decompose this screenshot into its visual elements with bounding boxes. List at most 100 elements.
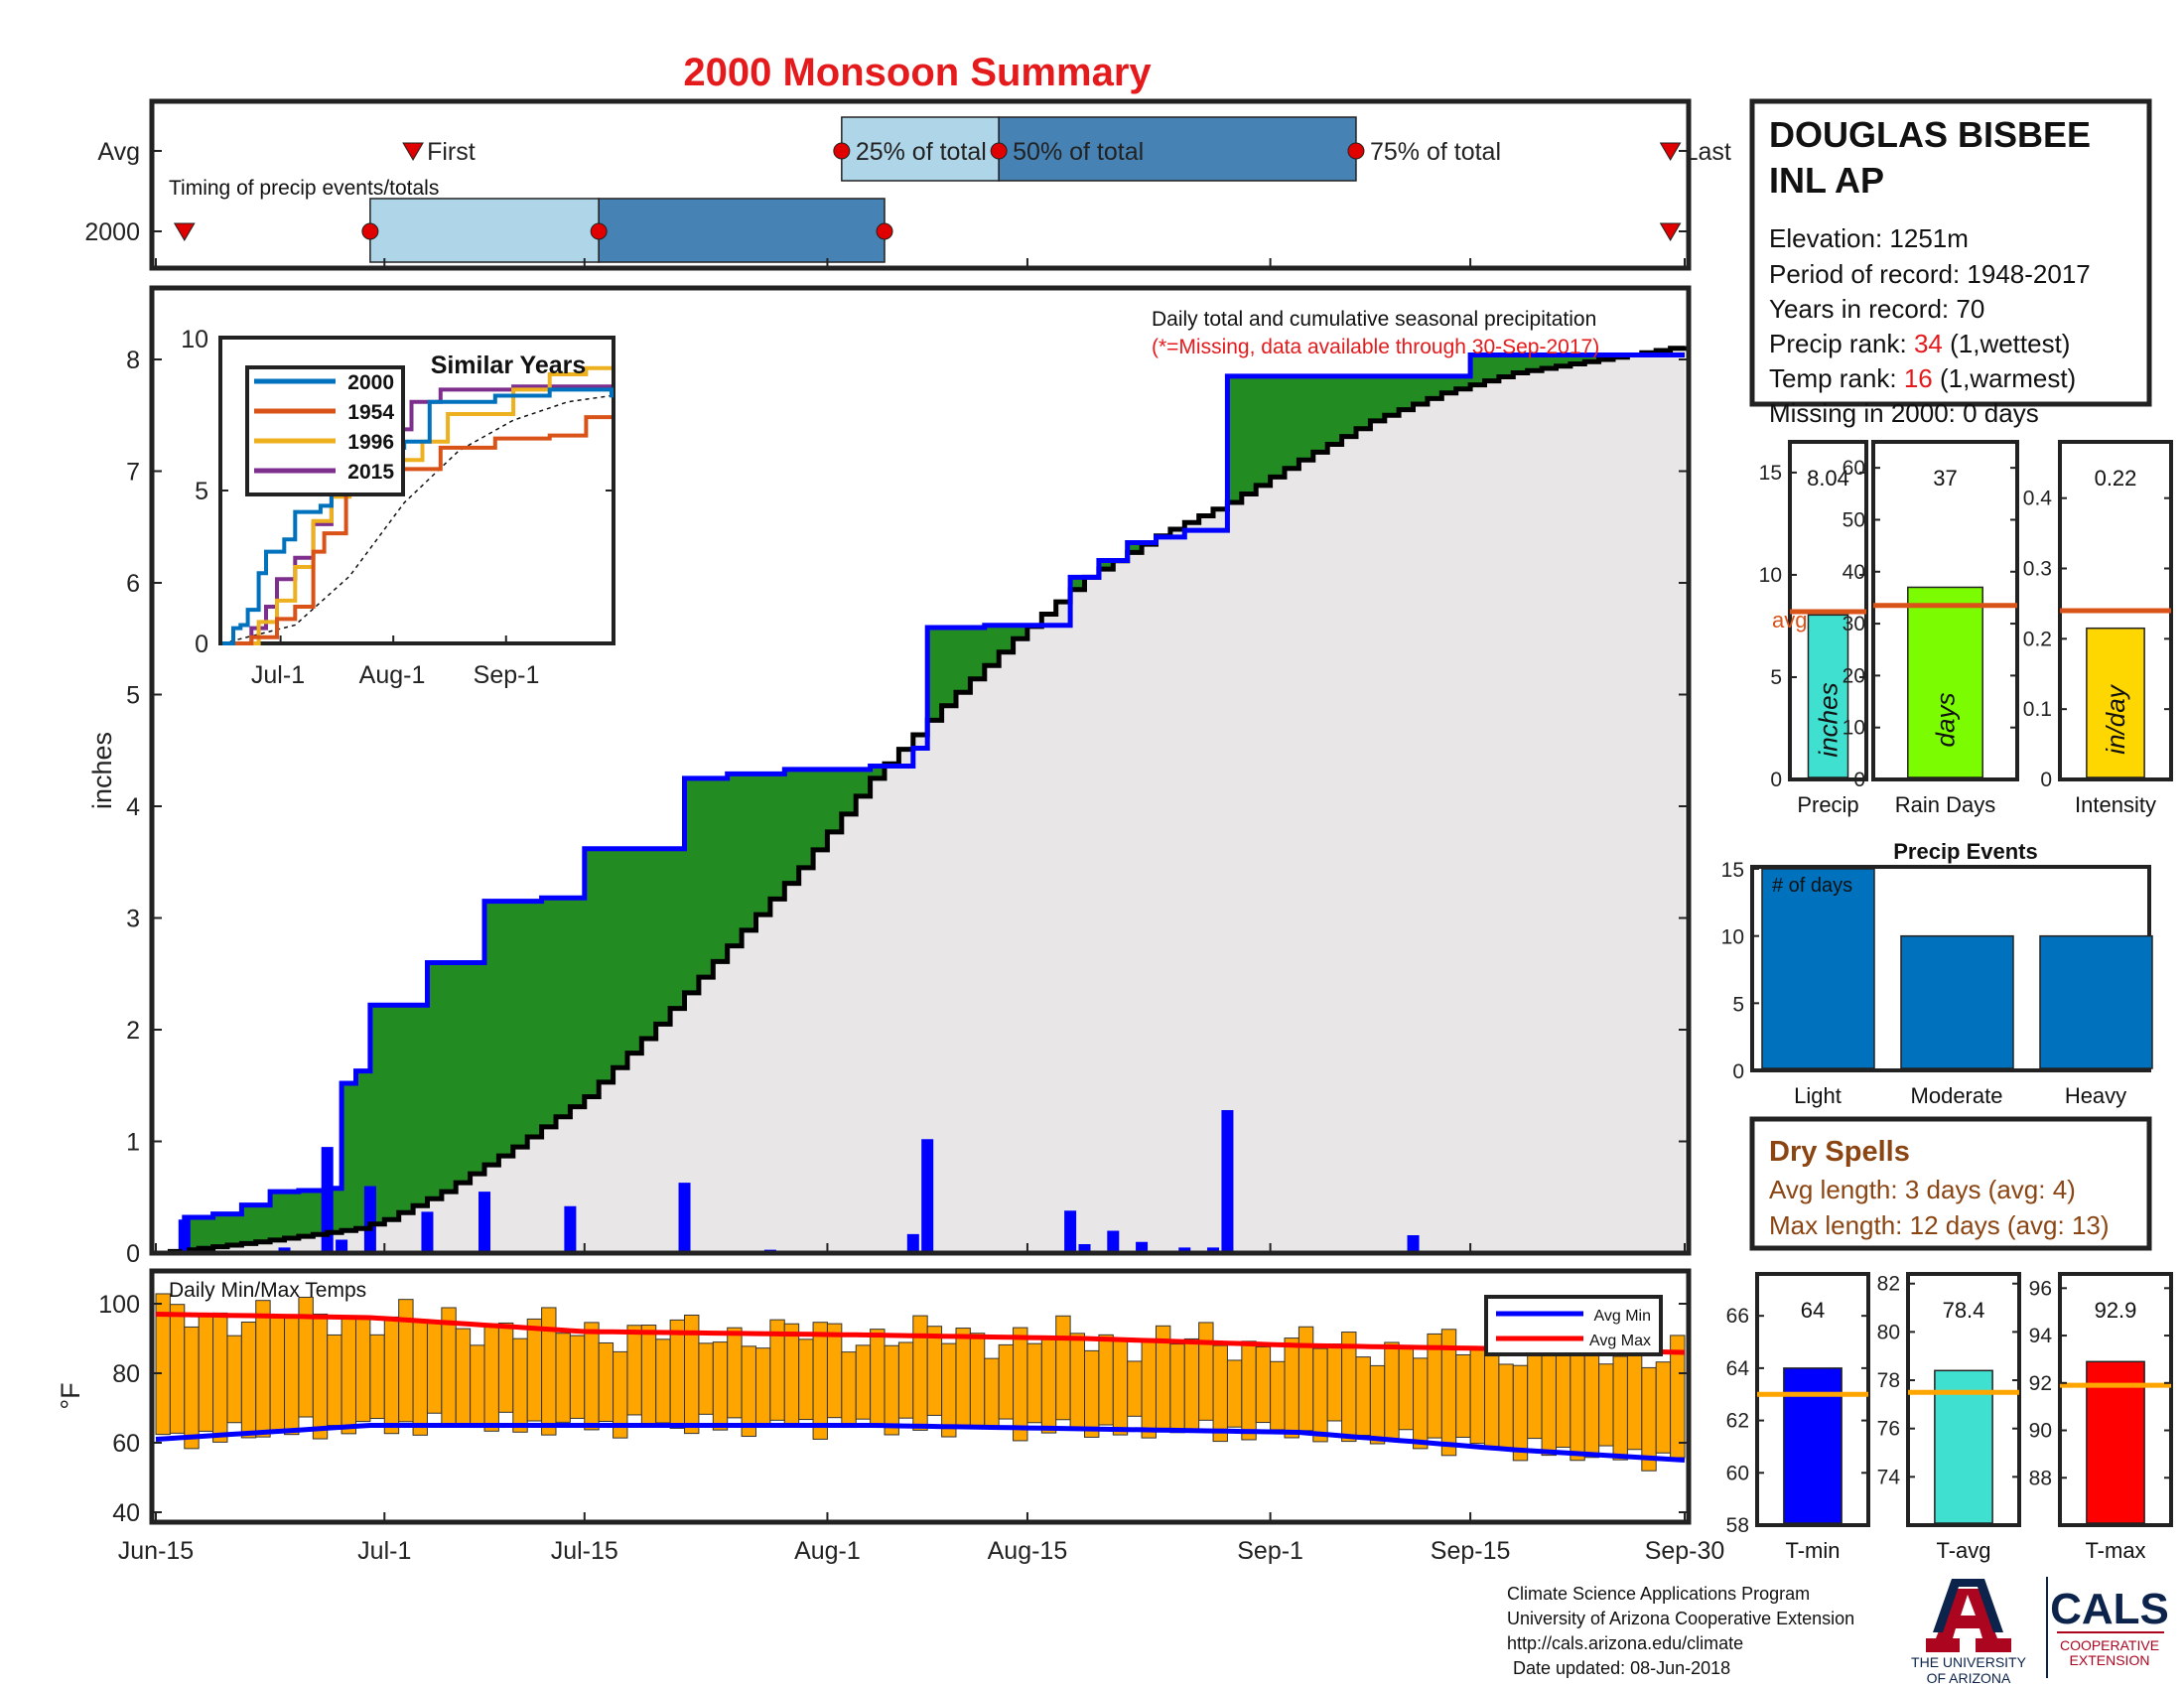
daily-temp-range-bar: [1355, 1356, 1371, 1437]
daily-precip-bar: [478, 1192, 491, 1253]
daily-temp-range-bar: [1141, 1340, 1157, 1439]
timing-first-last-marker: [1659, 222, 1682, 241]
timing-content: First 25% of total 50% of total 75% of tota…: [152, 116, 1731, 263]
daily-temp-range-bar: [312, 1313, 329, 1440]
tavg-tick-label: 76: [1877, 1418, 1900, 1441]
station-missing: Missing in 2000: 0 days: [1769, 398, 2039, 428]
date-tick-label: Jun-15: [118, 1537, 194, 1565]
tavg-bar: [1934, 1369, 1993, 1524]
precip-y-tick-label: 4: [126, 793, 140, 821]
daily-precip-bar: [321, 1147, 334, 1253]
daily-temp-range-bar: [470, 1344, 485, 1429]
cals-sub-2: EXTENSION: [2070, 1652, 2150, 1668]
tavg-axis-label: T-avg: [1936, 1538, 1990, 1563]
temps-y-tick-label: 100: [98, 1291, 140, 1319]
timing-25-50-box: [369, 198, 600, 263]
precip-annotation-1: Daily total and cumulative seasonal prec…: [1152, 308, 1596, 331]
station-temp-rank: Temp rank: 16 (1,warmest): [1769, 363, 2076, 393]
daily-temp-range-bar: [369, 1334, 385, 1420]
tmin-tick-label: 66: [1726, 1305, 1749, 1328]
daily-temp-range-bar: [1055, 1315, 1071, 1421]
inset-x-tick-sep: Sep-1: [474, 661, 540, 689]
timing-50-75-box: [598, 198, 886, 263]
timing-25-label: 25% of total: [856, 138, 987, 166]
precip-y-tick-label: 5: [126, 682, 140, 710]
precip-events-tick-label: 0: [1732, 1060, 1744, 1083]
inset-y-tick-0: 0: [195, 631, 208, 658]
intensity-panel: 0 0.1 0.2 0.3 0.4 0.22 in/day Intensity: [2023, 440, 2173, 817]
ua-logo-text-1: THE UNIVERSITY: [1911, 1654, 2027, 1670]
daily-temp-range-bar: [354, 1316, 371, 1423]
precip-axis-label: Precip: [1797, 792, 1858, 817]
tmin-tick-label: 62: [1726, 1410, 1749, 1433]
precip-rank-value: 34: [1914, 329, 1943, 358]
daily-temp-range-bar: [1284, 1337, 1299, 1439]
daily-temp-range-bar: [626, 1325, 642, 1416]
timing-25-50-box: [841, 116, 1000, 182]
daily-temp-range-bar: [798, 1338, 814, 1421]
daily-temp-range-bar: [598, 1341, 614, 1422]
date-tick-label: Aug-15: [988, 1537, 1068, 1565]
temps-legend-box: [1484, 1295, 1663, 1356]
intensity-axis-label: Intensity: [2075, 792, 2156, 817]
timing-first-last-marker: [402, 142, 424, 161]
daily-precip-bar: [1221, 1110, 1234, 1253]
precip-events-title: Precip Events: [1893, 839, 2038, 864]
intensity-tick-label: 0.4: [2023, 488, 2053, 510]
rain-days-tick-label: 30: [1843, 613, 1865, 635]
precip-y-tick-label: 2: [126, 1017, 140, 1045]
precip-events-tick-label: 10: [1721, 926, 1744, 949]
daily-temp-range-bar: [1098, 1334, 1114, 1426]
precip-tick-label: 5: [1770, 666, 1782, 689]
intensity-tick-label: 0.2: [2023, 628, 2052, 650]
dry-spells-max-length: Max length: 12 days (avg: 13): [1769, 1210, 2110, 1240]
inset-title: Similar Years: [431, 352, 587, 379]
rain-days-tick-label: 20: [1843, 664, 1865, 687]
temps-chart-content: [155, 1293, 1686, 1472]
timing-percentile-marker: [590, 222, 608, 240]
daily-temp-range-bar: [1084, 1349, 1100, 1438]
daily-precip-bar: [906, 1233, 919, 1253]
inset-legend-label-1996: 1996: [347, 431, 394, 454]
daily-temp-range-bar: [955, 1328, 971, 1429]
temps-y-ticks: 40 60 80 100: [98, 1291, 1689, 1527]
daily-temp-range-bar: [1455, 1353, 1471, 1438]
precip-y-tick-label: 1: [126, 1129, 140, 1157]
tavg-tick-label: 82: [1877, 1273, 1900, 1296]
daily-temp-range-bar: [1127, 1360, 1143, 1417]
daily-temp-range-bar: [327, 1334, 342, 1427]
avg-max-temp-line: [155, 1312, 1686, 1355]
daily-temp-range-bar: [284, 1316, 300, 1436]
daily-temp-range-bar: [198, 1313, 214, 1432]
daily-temp-range-bar: [1326, 1343, 1343, 1422]
rain-days-tick-label: 10: [1843, 717, 1865, 740]
date-axis: Jun-15 Jul-1 Jul-15 Aug-1 Aug-15 Sep-1 Sep-15 S…: [118, 258, 1724, 1565]
daily-precip-bar: [1078, 1244, 1091, 1253]
daily-temp-range-bar: [1226, 1359, 1243, 1428]
daily-temp-range-bar: [912, 1315, 928, 1431]
daily-temp-range-bar: [255, 1300, 271, 1438]
date-tick-label: Jul-1: [357, 1537, 411, 1565]
timing-first-last-marker: [173, 222, 196, 241]
cals-logo: CALS COOPERATIVE EXTENSION: [2050, 1585, 2169, 1668]
date-tick-label: Jul-15: [551, 1537, 618, 1565]
precip-events-y-label: # of days: [1772, 875, 1852, 897]
tmax-tick-label: 88: [2029, 1467, 2052, 1489]
inset-legend: 2000 1954 1996 2015: [254, 371, 394, 484]
daily-precip-bar: [921, 1139, 934, 1253]
precip-average-label: avg: [1772, 608, 1807, 633]
daily-temp-range-bar: [741, 1345, 756, 1438]
daily-temp-range-bar: [212, 1312, 228, 1443]
inset-y-tick-10: 10: [181, 326, 208, 353]
footer-line-4: Date updated: 08-Jun-2018: [1513, 1658, 1730, 1678]
intensity-unit-label: in/day: [2101, 683, 2130, 754]
precip-bar: [1807, 614, 1849, 778]
daily-temp-range-bar: [526, 1318, 543, 1422]
daily-temp-range-bar: [712, 1341, 729, 1431]
footer-line-1: Climate Science Applications Program: [1507, 1584, 1810, 1604]
daily-precip-bar: [1107, 1230, 1120, 1253]
station-years: Years in record: 70: [1769, 294, 1984, 324]
daily-temp-range-bar: [897, 1341, 914, 1419]
station-precip-rank: Precip rank: 34 (1,wettest): [1769, 329, 2070, 358]
precip-y-tick-label: 7: [126, 459, 140, 487]
